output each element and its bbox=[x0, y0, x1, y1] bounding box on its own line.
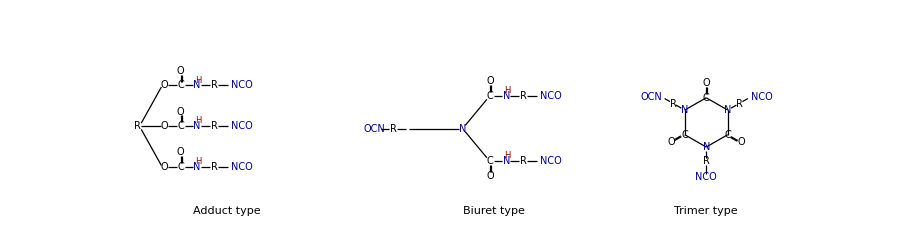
Text: NCO: NCO bbox=[750, 92, 772, 102]
Text: O: O bbox=[161, 121, 168, 131]
Text: N: N bbox=[194, 162, 201, 172]
Text: N: N bbox=[502, 156, 510, 166]
Text: N: N bbox=[681, 105, 688, 115]
Text: H: H bbox=[504, 86, 510, 95]
Text: H: H bbox=[194, 157, 201, 166]
Text: N: N bbox=[702, 142, 710, 152]
Text: O: O bbox=[161, 80, 168, 90]
Text: O: O bbox=[667, 138, 675, 147]
Text: Biuret type: Biuret type bbox=[463, 206, 525, 216]
Text: R: R bbox=[703, 156, 709, 166]
Text: O: O bbox=[177, 66, 184, 76]
Text: H: H bbox=[194, 116, 201, 125]
Text: R: R bbox=[211, 121, 217, 131]
Text: R: R bbox=[670, 98, 677, 108]
Text: OCN: OCN bbox=[640, 92, 662, 102]
Text: OCN: OCN bbox=[363, 124, 385, 134]
Text: C: C bbox=[177, 162, 184, 172]
Text: O: O bbox=[487, 171, 494, 181]
Text: NCO: NCO bbox=[540, 91, 562, 101]
Text: C: C bbox=[487, 91, 493, 101]
Text: R: R bbox=[736, 98, 742, 108]
Text: C: C bbox=[703, 93, 709, 103]
Text: N: N bbox=[194, 121, 201, 131]
Text: R: R bbox=[390, 124, 396, 134]
Text: H: H bbox=[504, 151, 510, 160]
Text: C: C bbox=[177, 80, 184, 90]
Text: NCO: NCO bbox=[540, 156, 562, 166]
Text: N: N bbox=[502, 91, 510, 101]
Text: R: R bbox=[519, 156, 527, 166]
Text: R: R bbox=[211, 162, 217, 172]
Text: Trimer type: Trimer type bbox=[675, 206, 738, 216]
Text: NCO: NCO bbox=[696, 172, 717, 182]
Text: O: O bbox=[177, 148, 184, 158]
Text: O: O bbox=[702, 78, 710, 88]
Text: NCO: NCO bbox=[231, 121, 253, 131]
Text: O: O bbox=[738, 138, 745, 147]
Text: C: C bbox=[177, 121, 184, 131]
Text: C: C bbox=[487, 156, 493, 166]
Text: C: C bbox=[724, 130, 731, 140]
Text: H: H bbox=[194, 76, 201, 84]
Text: N: N bbox=[724, 105, 731, 115]
Text: R: R bbox=[134, 121, 141, 131]
Text: N: N bbox=[194, 80, 201, 90]
Text: O: O bbox=[487, 76, 494, 86]
Text: NCO: NCO bbox=[231, 162, 253, 172]
Text: Adduct type: Adduct type bbox=[193, 206, 260, 216]
Text: NCO: NCO bbox=[231, 80, 253, 90]
Text: C: C bbox=[681, 130, 688, 140]
Text: R: R bbox=[211, 80, 217, 90]
Text: N: N bbox=[459, 124, 467, 134]
Text: O: O bbox=[177, 106, 184, 117]
Text: O: O bbox=[161, 162, 168, 172]
Text: R: R bbox=[519, 91, 527, 101]
